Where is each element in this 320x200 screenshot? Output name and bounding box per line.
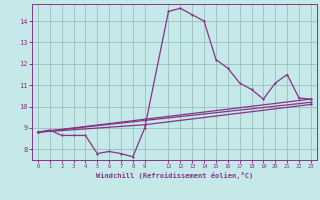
X-axis label: Windchill (Refroidissement éolien,°C): Windchill (Refroidissement éolien,°C) [96, 172, 253, 179]
